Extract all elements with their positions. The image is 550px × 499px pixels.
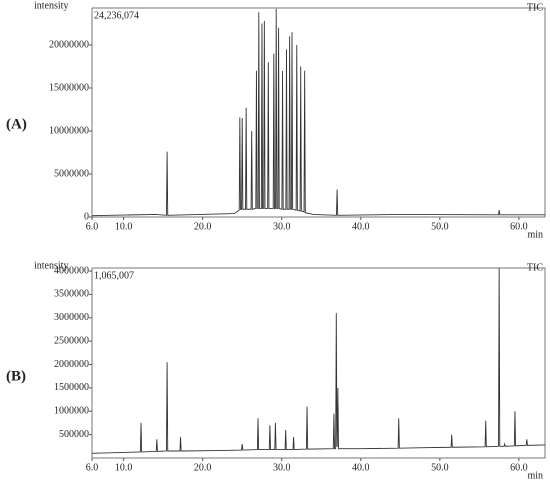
y-tick-label: 5000000	[54, 168, 89, 179]
y-tick-label: 1000000	[54, 406, 89, 417]
y-tick-label: 15000000	[49, 82, 89, 93]
x-tick-label: 10.0	[115, 462, 133, 473]
x-tick-label: 30.0	[273, 462, 291, 473]
chart-panel: 0 5000000 10000000 15000000 20000000 6.0 10.0 2…	[6, 0, 546, 240]
trace-line	[91, 267, 546, 454]
y-axis-label: intensity	[34, 0, 68, 11]
x-axis-label: min	[527, 470, 543, 481]
plot-frame	[91, 267, 546, 459]
x-tick-label: 6.0	[86, 221, 99, 232]
y-tick-label: 3500000	[54, 289, 89, 300]
max-intensity-label: 1,065,007	[94, 270, 134, 281]
x-tick-label: 30.0	[273, 221, 291, 232]
x-tick-label: 40.0	[352, 221, 370, 232]
trace-label: TIC	[527, 262, 543, 273]
trace-line	[91, 8, 545, 217]
chart-panel: 500000 1000000 1500000 2000000 2500000 300000…	[6, 260, 546, 481]
max-intensity-label: 24,236,074	[94, 10, 139, 21]
panel-label: (B)	[6, 368, 26, 384]
plot-frame	[91, 7, 546, 218]
x-tick-label: 40.0	[352, 462, 370, 473]
y-tick-label: 2500000	[54, 335, 89, 346]
y-tick-label: 20000000	[49, 39, 89, 50]
x-tick-label: 60.0	[510, 221, 528, 232]
x-tick-label: 50.0	[431, 462, 449, 473]
y-tick-label: 2000000	[54, 359, 89, 370]
x-tick-label: 20.0	[194, 462, 212, 473]
x-tick-label: 20.0	[194, 221, 212, 232]
y-tick-label: 500000	[59, 429, 89, 440]
x-tick-label: 60.0	[510, 462, 528, 473]
y-tick-label: 0	[84, 211, 89, 222]
x-tick-label: 10.0	[115, 221, 133, 232]
y-axis-label: intensity	[34, 260, 68, 271]
y-tick-label: 1500000	[54, 382, 89, 393]
y-tick-label: 10000000	[49, 125, 89, 136]
trace-label: TIC	[527, 2, 543, 13]
y-tick-label: 4000000	[54, 265, 89, 276]
panel-label: (A)	[6, 116, 27, 132]
x-axis-label: min	[527, 229, 543, 240]
x-tick-label: 50.0	[431, 221, 449, 232]
y-tick-label: 3000000	[54, 312, 89, 323]
x-tick-label: 6.0	[86, 462, 99, 473]
